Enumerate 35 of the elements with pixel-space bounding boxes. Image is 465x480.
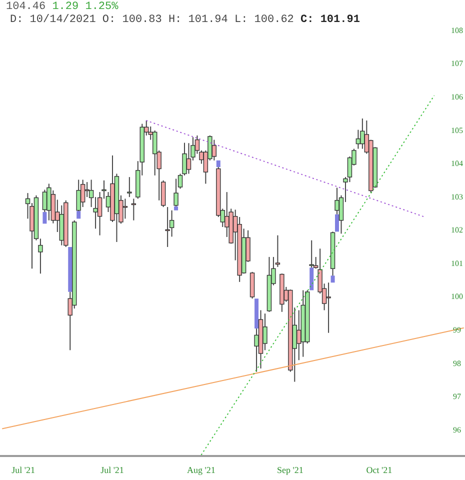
y-tick-label: 105 <box>451 126 463 135</box>
bar <box>330 276 335 283</box>
y-tick-label: 104 <box>451 159 463 168</box>
bar <box>216 160 220 168</box>
candlestick <box>46 183 52 221</box>
candlestick <box>122 198 128 220</box>
y-tick-label: 102 <box>451 226 463 235</box>
y-tick-label: 107 <box>451 59 463 68</box>
bar <box>254 298 259 329</box>
y-tick-label: 97 <box>453 392 461 402</box>
candlestick <box>250 271 255 300</box>
y-tick-label: 96 <box>453 425 461 434</box>
y-tick-label: 108 <box>451 26 463 35</box>
y-tick-label: 106 <box>451 92 463 102</box>
candlestick <box>131 198 136 221</box>
candlestick <box>127 176 132 198</box>
x-tick-label: Sep '21 <box>277 465 304 475</box>
bar <box>335 214 340 232</box>
bar <box>310 268 314 290</box>
candlestick <box>165 206 170 248</box>
y-tick-label: 103 <box>451 192 463 202</box>
candlestick <box>212 139 217 161</box>
candlestick <box>80 179 86 208</box>
y-tick-label: 101 <box>451 258 463 268</box>
x-tick-label: Oct '21 <box>366 465 392 475</box>
text: D: 10/14/2021 O: 100.83 H: 101.94 L: 100.62 C: 101.91 <box>10 14 360 26</box>
candlestick <box>262 313 268 351</box>
chart-title: 104.46 1.29 1.25% <box>6 1 118 13</box>
x-tick-label: Jul '21 <box>100 465 124 475</box>
x-tick-label: Jul '21 <box>12 465 35 475</box>
y-tick-label: 100 <box>451 292 463 302</box>
y-tick-label: 98 <box>453 358 461 368</box>
x-tick-label: Aug '21 <box>187 465 216 475</box>
bar <box>42 212 47 224</box>
candlestick <box>326 282 331 334</box>
